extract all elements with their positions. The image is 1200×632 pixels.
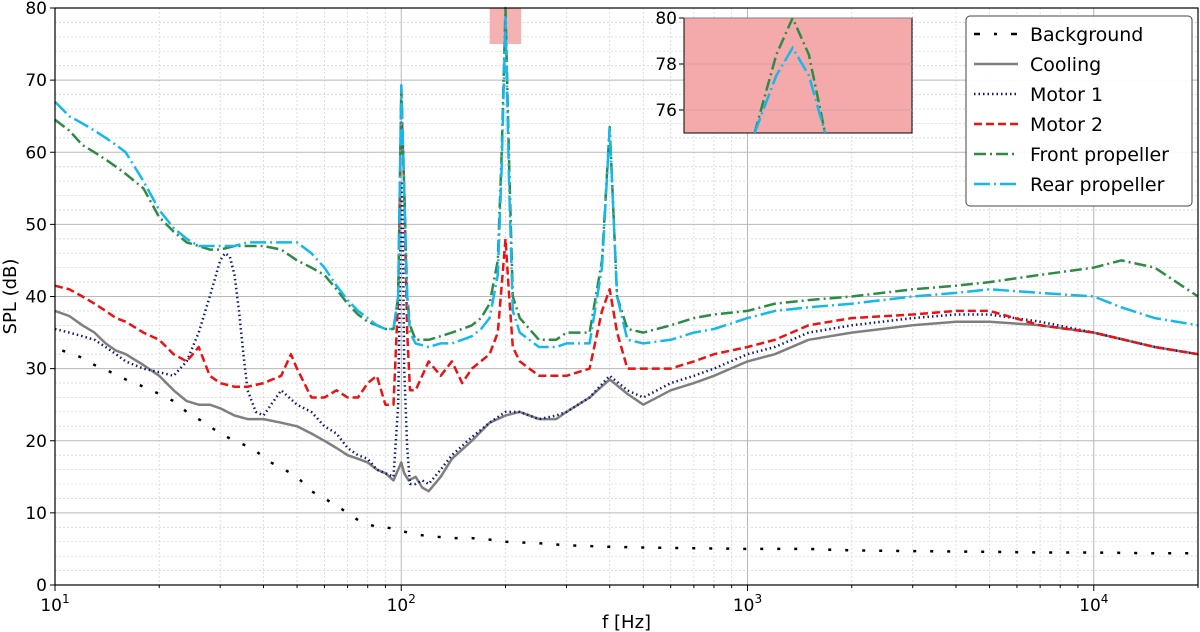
x-tick-label: 101 — [40, 592, 69, 616]
y-tick-label: 60 — [25, 143, 47, 163]
inset-y-tick-label: 80 — [655, 9, 677, 29]
x-tick-label: 104 — [1079, 592, 1108, 616]
y-tick-label: 20 — [25, 432, 47, 452]
y-tick-label: 0 — [36, 576, 47, 596]
inset-y-tick-label: 78 — [655, 55, 677, 75]
y-tick-label: 40 — [25, 288, 47, 308]
y-tick-label: 30 — [25, 360, 47, 380]
y-tick-label: 80 — [25, 0, 47, 19]
inset-line-front-propeller — [753, 18, 827, 133]
legend-label: Motor 1 — [1030, 84, 1103, 106]
legend-label: Front propeller — [1030, 144, 1169, 166]
axis-ticks: 0 10 20 30 40 50 60 70 80 101 102 103 104 — [25, 0, 1199, 616]
series-line-rear-propeller — [54, 16, 1199, 349]
series-line-front-propeller — [54, 6, 1199, 342]
y-axis-label: SPL (dB) — [0, 259, 21, 335]
inset-line-rear-propeller — [753, 45, 827, 133]
inset-background — [683, 17, 913, 134]
x-tick-label: 102 — [387, 592, 416, 616]
series-lines — [54, 6, 1199, 555]
y-tick-label: 10 — [25, 504, 47, 524]
y-tick-label: 70 — [25, 71, 47, 91]
legend-label: Background — [1030, 24, 1143, 46]
legend-label: Rear propeller — [1030, 174, 1165, 196]
series-line-background — [61, 349, 1198, 555]
legend: Background Cooling Motor 1 Motor 2 Front pro… — [965, 15, 1193, 207]
legend-label: Cooling — [1030, 54, 1101, 76]
x-axis-label: f [Hz] — [602, 612, 651, 632]
series-line-motor-2 — [54, 100, 1199, 406]
x-tick-label: 103 — [733, 592, 762, 616]
y-tick-label: 50 — [25, 215, 47, 235]
legend-box — [965, 15, 1193, 207]
legend-label: Motor 2 — [1030, 114, 1103, 136]
series-line-motor-1 — [54, 179, 1199, 486]
inset-zoom: 76 78 80 — [655, 9, 913, 134]
inset-y-tick-label: 76 — [655, 101, 677, 121]
series-line-cooling — [54, 309, 1199, 493]
